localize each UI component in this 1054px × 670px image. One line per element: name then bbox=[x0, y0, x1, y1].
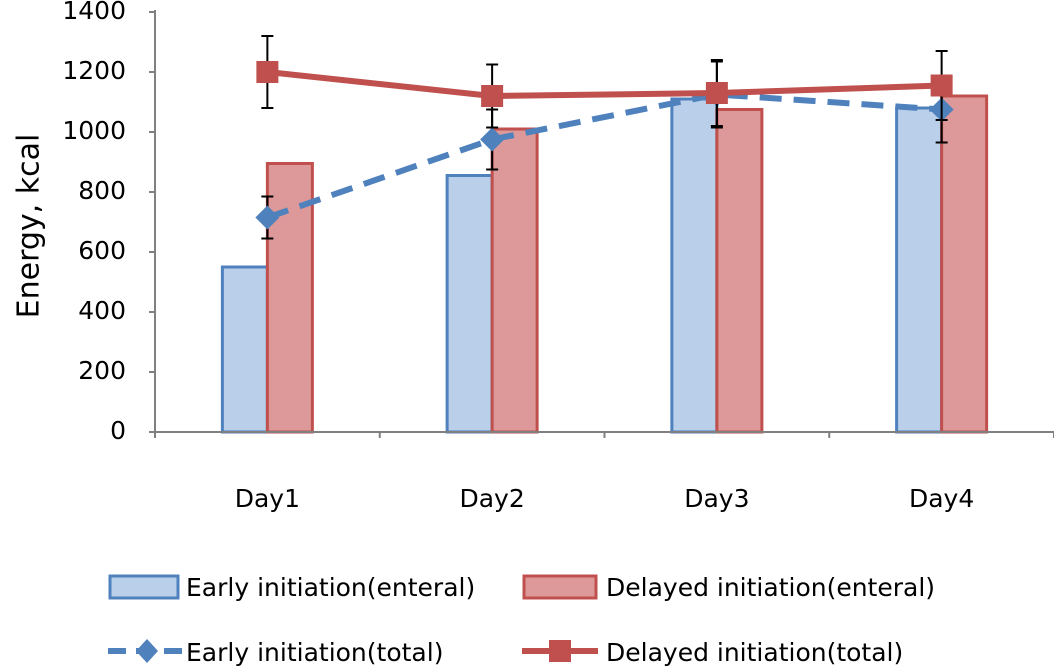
legend-marker-delayed-total bbox=[549, 640, 571, 662]
bar-delayed-enteral-day3 bbox=[715, 108, 764, 434]
legend-label-early-total: Early initiation(total) bbox=[186, 638, 443, 667]
point-delayed-total-day1 bbox=[256, 61, 279, 83]
y-tick-label-1200: 1200 bbox=[62, 56, 126, 85]
bar-delayed-enteral-day2 bbox=[490, 127, 539, 434]
x-tick-label-day2: Day2 bbox=[459, 484, 524, 513]
y-tick-label-0: 0 bbox=[110, 416, 126, 445]
y-axis-label: Energy, kcal bbox=[12, 134, 47, 319]
y-tick-label-400: 400 bbox=[78, 296, 126, 325]
lines-layer bbox=[255, 35, 954, 240]
bar-early-enteral-day3 bbox=[670, 97, 719, 434]
line-delayed-total bbox=[267, 69, 942, 99]
axes-layer: 0 200 400 600 800 1000 1200 1400 Day1 Day2 Day3 Day… bbox=[62, 0, 1054, 513]
x-tick-label-day1: Day1 bbox=[235, 484, 300, 513]
legend-label-delayed-total: Delayed initiation(total) bbox=[606, 638, 903, 667]
point-early-total-day1 bbox=[255, 205, 280, 230]
point-delayed-total-day2 bbox=[481, 85, 504, 107]
legend-label-delayed-enteral: Delayed initiation(enteral) bbox=[606, 573, 935, 602]
y-tick-label-1400: 1400 bbox=[62, 0, 126, 25]
bar-delayed-enteral-day4 bbox=[940, 94, 989, 434]
y-tick-label-200: 200 bbox=[78, 356, 126, 385]
point-early-total-day2 bbox=[480, 127, 505, 152]
legend-label-early-enteral: Early initiation(enteral) bbox=[186, 573, 475, 602]
y-tick-label-800: 800 bbox=[78, 176, 126, 205]
legend-marker-early-total bbox=[136, 639, 158, 663]
bar-early-enteral-day2 bbox=[445, 174, 494, 434]
legend: Early initiation(enteral) Delayed initia… bbox=[108, 573, 935, 667]
line-early-total bbox=[266, 91, 942, 221]
point-delayed-total-day4 bbox=[930, 74, 953, 97]
x-tick-label-day4: Day4 bbox=[909, 484, 974, 513]
point-delayed-total-day3 bbox=[705, 82, 728, 104]
legend-swatch-early-enteral bbox=[108, 574, 180, 600]
bars-layer bbox=[220, 94, 989, 434]
y-tick-label-1000: 1000 bbox=[62, 116, 126, 145]
bar-early-enteral-day4 bbox=[895, 106, 944, 434]
y-tick-label-600: 600 bbox=[78, 236, 126, 265]
legend-swatch-delayed-enteral bbox=[522, 574, 598, 600]
x-tick-label-day3: Day3 bbox=[684, 484, 749, 513]
bar-early-enteral-day1 bbox=[220, 265, 269, 434]
